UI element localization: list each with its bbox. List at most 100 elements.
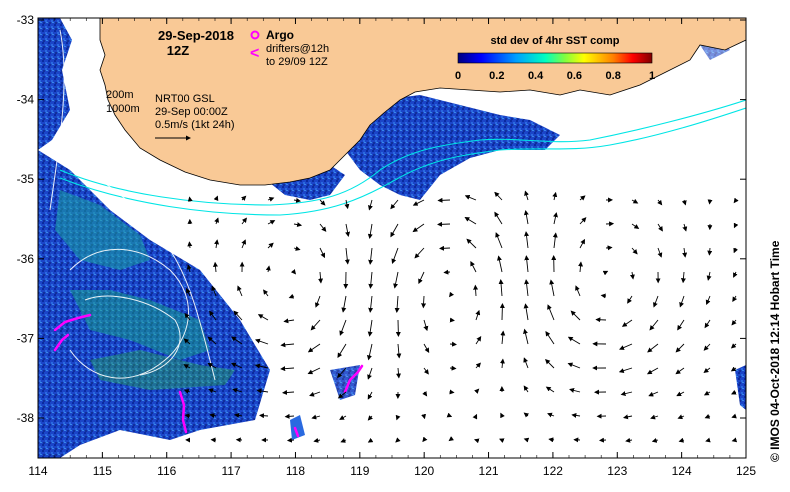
velocity-arrow bbox=[475, 362, 481, 369]
velocity-arrow bbox=[437, 221, 451, 227]
velocity-arrow bbox=[267, 197, 275, 202]
velocity-arrow bbox=[183, 364, 191, 369]
velocity-arrow bbox=[339, 415, 347, 420]
velocity-arrow bbox=[653, 295, 659, 308]
velocity-arrow bbox=[412, 223, 425, 233]
lon-label: 117 bbox=[222, 464, 241, 478]
velocity-arrow bbox=[524, 190, 529, 201]
velocity-arrow bbox=[368, 295, 374, 313]
velocity-arrow bbox=[213, 261, 218, 273]
velocity-arrow bbox=[290, 269, 297, 275]
velocity-arrow bbox=[314, 295, 321, 308]
velocity-arrow bbox=[623, 414, 633, 420]
velocity-arrow bbox=[675, 343, 685, 353]
velocity-arrow bbox=[733, 222, 739, 229]
velocity-arrow bbox=[390, 199, 399, 210]
velocity-arrow bbox=[423, 343, 430, 353]
velocity-arrow bbox=[602, 270, 609, 276]
annotations: 200m 1000m NRT00 GSL 29-Sep 00:00Z 0.5m/… bbox=[106, 89, 234, 141]
velocity-arrow bbox=[391, 247, 399, 264]
velocity-arrow bbox=[309, 391, 321, 397]
velocity-arrow bbox=[650, 414, 659, 420]
velocity-arrow bbox=[237, 285, 243, 297]
velocity-arrow bbox=[523, 303, 529, 321]
sst-data-layer bbox=[38, 18, 746, 458]
velocity-arrow bbox=[211, 285, 217, 297]
velocity-arrow bbox=[629, 271, 635, 280]
velocity-arrow bbox=[230, 362, 243, 369]
velocity-arrow bbox=[545, 331, 555, 345]
velocity-arrow bbox=[340, 438, 347, 443]
argo-marker-icon bbox=[250, 30, 260, 40]
velocity-arrow bbox=[569, 387, 581, 393]
velocity-arrow bbox=[631, 198, 639, 204]
velocity-arrow bbox=[730, 343, 737, 349]
velocity-arrow bbox=[464, 194, 477, 201]
drifter-tracks bbox=[53, 313, 364, 438]
velocity-arrow bbox=[319, 199, 326, 206]
velocity-arrow bbox=[600, 293, 607, 299]
velocity-arrow bbox=[345, 223, 351, 237]
velocity-arrow bbox=[394, 295, 400, 313]
velocity-arrow bbox=[319, 223, 327, 232]
velocity-arrow bbox=[449, 365, 457, 371]
velocity-arrow bbox=[257, 314, 269, 321]
velocity-arrow bbox=[705, 437, 711, 443]
velocity-arrow bbox=[578, 261, 584, 273]
axes: 114 115 116 117 118 119 120 121 122 123 124 125 -33 -… bbox=[17, 13, 757, 478]
velocity-arrow bbox=[545, 386, 555, 393]
velocity-arrow bbox=[184, 312, 191, 321]
velocity-arrow bbox=[494, 191, 503, 201]
velocity-arrow bbox=[448, 436, 455, 442]
velocity-arrow bbox=[579, 195, 586, 201]
velocity-arrow bbox=[620, 391, 633, 397]
velocity-arrow bbox=[473, 284, 479, 297]
velocity-arrow bbox=[731, 389, 737, 395]
velocity-arrow bbox=[449, 389, 455, 395]
velocity-arrow bbox=[367, 367, 373, 380]
velocity-arrow bbox=[187, 241, 193, 249]
velocity-arrow bbox=[524, 279, 530, 297]
velocity-arrow bbox=[213, 195, 219, 202]
isobath-1000-label: 1000m bbox=[106, 103, 140, 115]
velocity-arrow bbox=[207, 362, 217, 369]
velocity-arrow bbox=[286, 437, 295, 443]
velocity-arrow bbox=[731, 319, 737, 326]
velocity-arrow bbox=[214, 217, 220, 225]
velocity-arrow bbox=[265, 265, 271, 273]
velocity-arrow bbox=[474, 388, 480, 394]
velocity-arrow bbox=[344, 199, 350, 210]
velocity-arrow bbox=[680, 271, 686, 284]
velocity-arrow bbox=[631, 223, 640, 229]
velocity-arrow bbox=[618, 367, 633, 373]
velocity-source: NRT00 GSL bbox=[155, 93, 215, 105]
velocity-arrow bbox=[631, 247, 638, 255]
velocity-arrow bbox=[649, 319, 659, 331]
velocity-arrow bbox=[677, 319, 685, 331]
velocity-arrow bbox=[571, 412, 581, 418]
velocity-date: 29-Sep 00:00Z bbox=[155, 106, 228, 118]
velocity-arrow bbox=[186, 264, 192, 273]
velocity-arrow bbox=[500, 412, 505, 419]
velocity-arrow bbox=[341, 295, 347, 313]
velocity-arrow bbox=[579, 217, 587, 225]
velocity-arrow bbox=[395, 414, 401, 421]
velocity-arrow bbox=[703, 367, 711, 373]
velocity-arrow bbox=[337, 367, 347, 379]
velocity-arrow bbox=[267, 242, 274, 249]
velocity-arrow bbox=[523, 357, 529, 369]
colorbar-gradient bbox=[457, 52, 653, 64]
velocity-arrow bbox=[337, 391, 347, 399]
velocity-arrow bbox=[548, 437, 555, 443]
legend: Argo < drifters@12h to 29/09 12Z bbox=[250, 28, 329, 68]
velocity-arrow bbox=[280, 366, 295, 372]
velocity-arrow bbox=[675, 367, 685, 375]
legend-argo-label: Argo bbox=[266, 28, 294, 42]
velocity-arrow bbox=[657, 223, 663, 232]
velocity-arrow bbox=[676, 391, 685, 397]
velocity-arrow bbox=[241, 239, 247, 249]
velocity-arrow bbox=[368, 247, 374, 265]
legend-drifters-date: to 29/09 12Z bbox=[266, 56, 328, 68]
colorbar-tick-label: 1 bbox=[649, 70, 655, 82]
velocity-arrow bbox=[464, 216, 477, 225]
